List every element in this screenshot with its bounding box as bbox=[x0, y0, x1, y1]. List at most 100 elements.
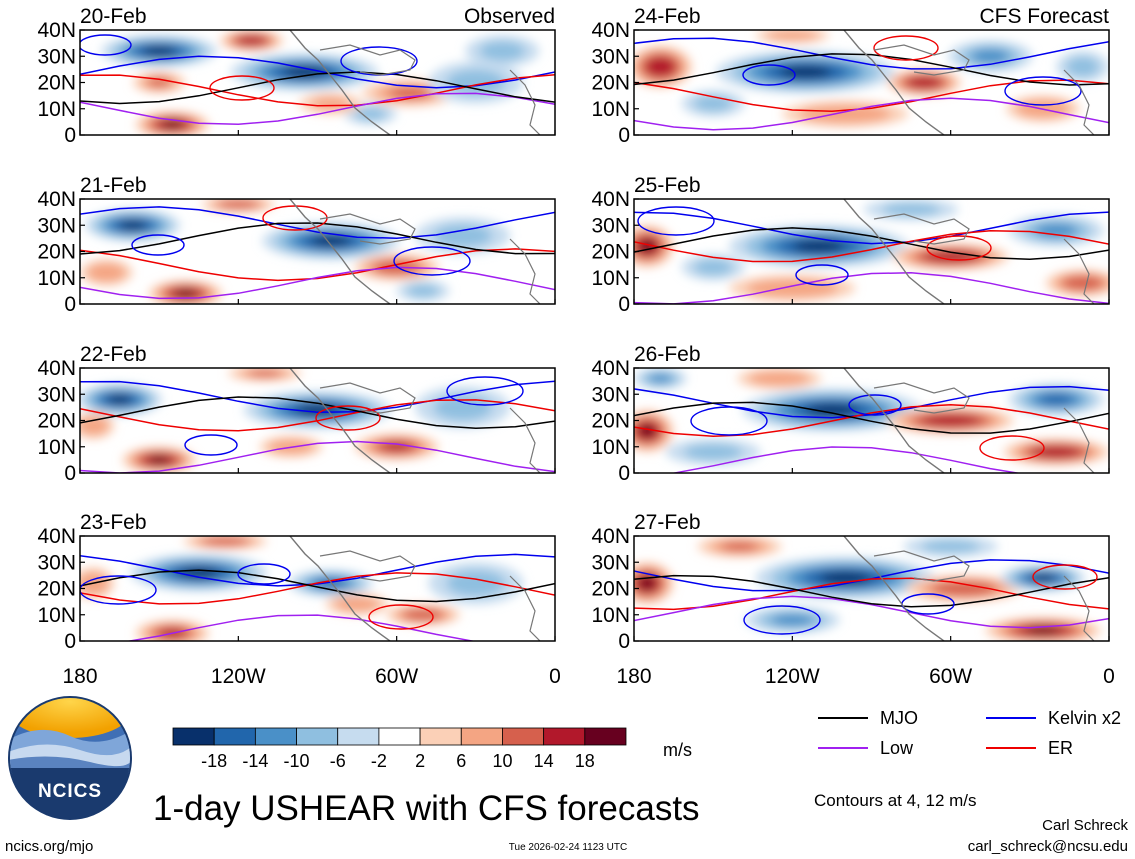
contour-line bbox=[80, 92, 555, 126]
lon-tick-label: 120W bbox=[765, 665, 820, 688]
contour-line bbox=[668, 446, 1022, 473]
colorbar-tick-label: 10 bbox=[492, 751, 512, 771]
contour-note: Contours at 4, 12 m/s bbox=[814, 791, 977, 810]
contour-line bbox=[634, 227, 1109, 261]
lat-tick-label: 40N bbox=[37, 19, 76, 42]
lat-tick-label: 20N bbox=[591, 241, 630, 264]
lat-tick-label: 20N bbox=[591, 72, 630, 95]
lat-tick-label: 20N bbox=[37, 72, 76, 95]
coastline bbox=[319, 550, 416, 582]
contour-line bbox=[209, 75, 275, 101]
lat-tick-label: 40N bbox=[591, 19, 630, 42]
panel-21-Feb: 40N 30N 20N 10N 0 21-Feb bbox=[37, 174, 556, 316]
shear-anomaly-region bbox=[683, 443, 743, 461]
contour-line bbox=[393, 246, 471, 276]
panel-date-label: 21-Feb bbox=[80, 174, 147, 197]
shear-anomaly-region bbox=[932, 416, 969, 425]
shear-anomaly-region bbox=[175, 289, 197, 298]
lat-tick-label: 0 bbox=[64, 462, 76, 485]
contour-line bbox=[634, 37, 1109, 70]
contour-line bbox=[80, 74, 555, 107]
colorbar-swatch bbox=[172, 727, 215, 746]
shear-anomaly-region bbox=[764, 282, 821, 295]
lon-tick-label: 60W bbox=[929, 665, 972, 688]
colorbar-swatch bbox=[378, 727, 421, 746]
colorbar-swatch bbox=[543, 727, 586, 746]
lat-tick-label: 40N bbox=[37, 525, 76, 548]
panel-27-Feb: 40N 30N 20N 10N 0 27-Feb bbox=[591, 511, 1110, 653]
colorbar-tick-label: 18 bbox=[575, 751, 595, 771]
shear-anomaly-region bbox=[210, 538, 240, 544]
contour-line bbox=[80, 71, 555, 105]
panel-date-label: 22-Feb bbox=[80, 343, 147, 366]
shear-anomaly-region bbox=[775, 31, 809, 39]
shear-anomaly-region bbox=[639, 577, 655, 590]
colorbar-swatch bbox=[460, 727, 503, 746]
column-header: CFS Forecast bbox=[979, 5, 1109, 28]
lat-tick-label: 30N bbox=[591, 551, 630, 574]
shear-anomaly-region bbox=[1039, 394, 1073, 405]
legend-label: MJO bbox=[880, 708, 918, 728]
lat-tick-label: 0 bbox=[64, 124, 76, 147]
colorbar-tick-label: 2 bbox=[415, 751, 425, 771]
contour-line bbox=[80, 380, 555, 414]
contour-line bbox=[80, 440, 555, 473]
author-email: carl_schreck@ncsu.edu bbox=[968, 838, 1128, 855]
contour-line bbox=[634, 577, 1109, 611]
shear-anomaly-region bbox=[913, 78, 935, 87]
coastline bbox=[873, 213, 970, 245]
timestamp: Tue 2026-02-24 1123 UTC bbox=[509, 842, 627, 853]
contour-line bbox=[368, 604, 434, 630]
contour-line bbox=[446, 376, 524, 406]
colorbar-tick-label: -2 bbox=[371, 751, 387, 771]
lat-tick-label: 20N bbox=[37, 241, 76, 264]
shear-anomaly-region bbox=[943, 583, 985, 594]
contour-line bbox=[184, 434, 238, 456]
lat-tick-label: 40N bbox=[591, 357, 630, 380]
shear-anomaly-region bbox=[720, 541, 759, 552]
lat-tick-label: 10N bbox=[591, 98, 630, 121]
contour-legend: MJO Kelvin x2 Low ER bbox=[818, 708, 1121, 758]
coastline bbox=[289, 368, 391, 473]
colorbar-swatch bbox=[584, 727, 627, 746]
contour-line bbox=[634, 97, 1109, 131]
shear-anomaly-region bbox=[148, 456, 170, 464]
panel-date-label: 26-Feb bbox=[634, 343, 701, 366]
contour-line bbox=[634, 53, 1109, 86]
lat-tick-label: 0 bbox=[64, 630, 76, 653]
lat-tick-label: 30N bbox=[591, 383, 630, 406]
shear-anomaly-region bbox=[1030, 574, 1056, 582]
shear-anomaly-region bbox=[94, 266, 119, 279]
contour-line bbox=[743, 605, 821, 635]
lat-tick-label: 10N bbox=[37, 436, 76, 459]
panel-25-Feb: 40N 30N 20N 10N 0 25-Feb bbox=[591, 174, 1110, 316]
contour-line bbox=[315, 405, 381, 431]
panel-20-Feb: 40N 30N 20N 10N 0 20-Feb Observed bbox=[37, 5, 556, 147]
coastline bbox=[289, 199, 391, 304]
contour-line bbox=[80, 222, 555, 255]
contour-line bbox=[80, 569, 555, 603]
shear-anomaly-region bbox=[410, 611, 436, 619]
contour-line bbox=[690, 406, 768, 436]
contour-line bbox=[80, 575, 157, 605]
lat-tick-label: 10N bbox=[591, 436, 630, 459]
coastline bbox=[289, 30, 391, 135]
x-axis-labels: 180 120W 60W 0 180 120W 60W 0 bbox=[62, 665, 1114, 688]
shear-anomaly-region bbox=[83, 419, 103, 432]
colorbar-swatch bbox=[419, 727, 462, 746]
colorbar-tick-label: -14 bbox=[242, 751, 268, 771]
contour-line bbox=[926, 235, 992, 261]
ncics-logo: NCICS bbox=[8, 696, 132, 820]
shear-anomaly-region bbox=[639, 425, 655, 437]
coastline bbox=[289, 536, 391, 641]
lon-tick-label: 180 bbox=[616, 665, 651, 688]
panel-date-label: 20-Feb bbox=[80, 5, 147, 28]
contour-line bbox=[80, 248, 555, 282]
author-name: Carl Schreck bbox=[1042, 817, 1128, 834]
contour-line bbox=[634, 229, 1109, 263]
panel-date-label: 27-Feb bbox=[634, 511, 701, 534]
contour-line bbox=[237, 563, 291, 585]
colorbar-swatch bbox=[213, 727, 256, 746]
colorbar-swatch bbox=[296, 727, 339, 746]
contour-line bbox=[80, 553, 555, 587]
